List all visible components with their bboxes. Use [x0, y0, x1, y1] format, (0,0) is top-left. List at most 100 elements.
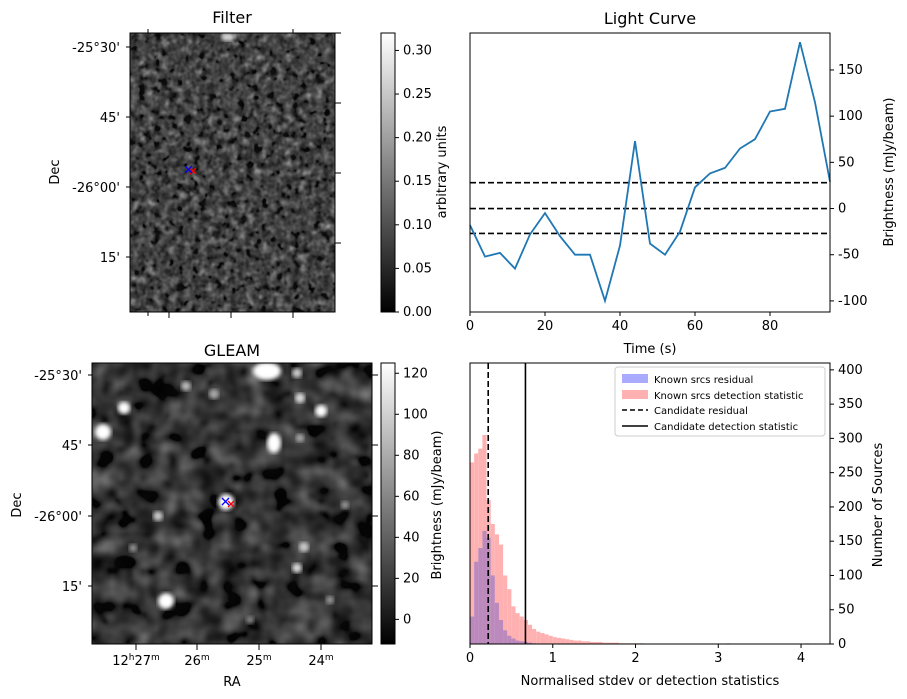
colorbar-tick-label: 0 [403, 612, 411, 627]
colorbar-tick-label: 100 [403, 407, 428, 422]
histogram-legend: Known srcs residual Known srcs detection… [614, 366, 826, 437]
gleam-ra-ticks: 12h27m 26m 25m 24m [112, 644, 334, 669]
gleam-red-cross [227, 500, 235, 508]
light-curve-ylabel: Brightness (mJy/beam) [882, 98, 897, 247]
light-curve-plot: 0 20 40 60 80 -100 -50 0 50 100 150 [466, 41, 868, 334]
colorbar-tick-label: 40 [403, 530, 420, 545]
gleam-sources [95, 363, 349, 624]
detection-bar [590, 641, 595, 644]
residual-bar [482, 530, 487, 644]
y-tick-label: 50 [838, 603, 855, 618]
detection-bar [503, 575, 508, 644]
gleam-colorbar-gradient [380, 362, 396, 645]
colorbar-tick-label: 0.10 [403, 218, 432, 233]
gleam-dec-ticks: -25°30' 45' -26°00' 15' [34, 369, 92, 595]
filter-blue-cross [184, 165, 193, 174]
residual-bar [511, 638, 516, 644]
residual-bar [527, 642, 533, 644]
x-tick-label: 60 [687, 319, 704, 334]
filter-bottom-ticks [147, 29, 294, 318]
colorbar-tick-label: 20 [403, 571, 420, 586]
colorbar-tick-label: 60 [403, 489, 420, 504]
y-tick-label: -100 [838, 294, 868, 309]
y-tick-label: 250 [838, 466, 863, 481]
gleam-colorbar-ticks: 0 20 40 60 80 100 120 [395, 366, 428, 627]
x-tick-label: 0 [466, 319, 474, 334]
detection-bar [561, 638, 566, 644]
y-tick-label: 100 [838, 568, 863, 583]
x-tick-label: 80 [762, 319, 779, 334]
y-tick-label: 0 [838, 202, 846, 217]
filter-panel: Filter -25°30' 45' -26°00' 15' Dec [48, 8, 450, 320]
gleam-dec-tick-label: -26°00' [34, 510, 82, 525]
detection-bar [511, 606, 516, 644]
detection-bar [536, 631, 541, 644]
detection-bar [602, 642, 607, 644]
colorbar-tick-label: 80 [403, 448, 420, 463]
detection-bar [598, 641, 603, 644]
y-tick-label: 350 [838, 397, 863, 412]
residual-bar [507, 635, 512, 644]
filter-bright-spot [221, 33, 235, 41]
filter-dec-ticks: -25°30' 45' -26°00' 15' [72, 41, 130, 266]
gleam-blue-cross [221, 497, 230, 506]
detection-bar [490, 524, 495, 644]
y-tick-label: 50 [838, 155, 855, 170]
legend-swatch-residual [622, 374, 648, 383]
x-tick-label: 4 [797, 651, 805, 666]
detection-bar [573, 640, 578, 644]
light-curve-title: Light Curve [604, 9, 696, 28]
histogram-xlabel: Normalised stdev or detection statistics [521, 674, 780, 689]
residual-bar [498, 620, 504, 644]
legend-label-detection: Known srcs detection statistic [654, 391, 803, 402]
filter-title: Filter [212, 8, 252, 27]
colorbar-tick-label: 0.25 [403, 87, 432, 102]
filter-red-cross [189, 167, 197, 175]
detection-bar [594, 641, 599, 644]
residual-bar [478, 548, 483, 644]
detection-bar [565, 639, 570, 644]
detection-bar [581, 641, 586, 644]
detection-bar [515, 613, 520, 644]
y-tick-label: 150 [838, 63, 863, 78]
gleam-panel: GLEAM [10, 341, 445, 690]
gleam-ra-tick-label: 25m [246, 653, 271, 669]
detection-bar [556, 637, 562, 644]
filter-dec-tick-label: -25°30' [72, 41, 120, 56]
colorbar-tick-label: 0.00 [403, 305, 432, 320]
histogram-panel: 0 1 2 3 4 0 50 100 150 200 250 300 350 400 Normalised… [466, 362, 886, 689]
colorbar-tick-label: 0.05 [403, 261, 432, 276]
filter-colorbar: 0.00 0.05 0.10 0.15 0.20 0.25 0.30 arbitrary u… [380, 32, 450, 320]
light-curve-series-line [469, 41, 831, 305]
filter-colorbar-ticks: 0.00 0.05 0.10 0.15 0.20 0.25 0.30 [395, 43, 432, 320]
residual-bar [515, 640, 520, 644]
x-tick-label: 20 [537, 319, 554, 334]
detection-bar [610, 642, 615, 644]
legend-label-candidate-detection: Candidate detection statistic [654, 422, 798, 433]
legend-label-candidate-residual: Candidate residual [654, 406, 748, 417]
colorbar-tick-label: 0.20 [403, 131, 432, 146]
gleam-xlabel: RA [223, 675, 241, 690]
gleam-ra-tick-label: 24m [308, 653, 333, 669]
detection-bar [507, 589, 512, 644]
residual-bar [490, 575, 495, 644]
detection-bar [585, 641, 590, 644]
light-curve-xlabel: Time (s) [623, 342, 677, 357]
y-tick-label: 0 [838, 637, 846, 652]
colorbar-tick-label: 120 [403, 366, 428, 381]
y-tick-label: 200 [838, 500, 863, 515]
histogram-plot: 0 1 2 3 4 0 50 100 150 200 250 300 350 400 [466, 363, 863, 666]
detection-bar [498, 544, 504, 644]
filter-dec-tick-label: 45' [100, 111, 120, 126]
gleam-dec-tick-label: 15' [62, 580, 82, 595]
residual-bar [474, 561, 479, 644]
gleam-ra-tick-label: 26m [184, 653, 209, 669]
gleam-colorbar: 0 20 40 60 80 100 120 Brightness (mJy/beam) [380, 362, 445, 645]
histogram-frame [469, 362, 831, 645]
light-curve-frame [469, 32, 831, 313]
residual-bar [503, 630, 508, 644]
detection-bar [494, 534, 499, 644]
gleam-dec-tick-label: 45' [62, 439, 82, 454]
legend-box [614, 366, 826, 437]
gleam-right-ticks [372, 374, 378, 587]
